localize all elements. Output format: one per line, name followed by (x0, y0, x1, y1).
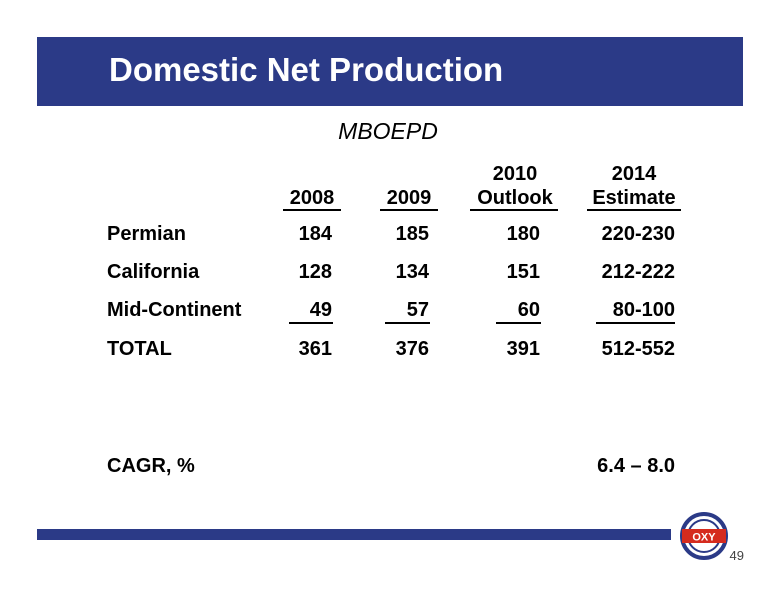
table-cell: 376 (395, 338, 429, 360)
table-cell: 60 (517, 299, 540, 321)
page-title: Domestic Net Production (109, 51, 504, 88)
column-header-underline (380, 209, 438, 211)
column-header-2009: 2009 (386, 187, 432, 209)
table-cell: 391 (506, 338, 540, 360)
table-cell: 361 (298, 338, 332, 360)
column-header-underline (587, 209, 681, 211)
cagr-label: CAGR, % (107, 455, 195, 477)
column-header-2010-year: 2010 (492, 163, 538, 185)
row-label-mid-continent: Mid-Continent (107, 299, 242, 321)
title-banner: Domestic Net Production (37, 37, 743, 106)
table-cell: 185 (395, 223, 429, 245)
subtotal-underline (289, 322, 333, 324)
row-label-california: California (107, 261, 200, 283)
column-header-2008: 2008 (289, 187, 335, 209)
table-cell: 512-552 (601, 338, 675, 360)
logo-text: OXY (692, 532, 716, 544)
table-cell: 134 (395, 261, 429, 283)
table-cell: 151 (506, 261, 540, 283)
column-header-2014-year: 2014 (611, 163, 657, 185)
table-cell: 220-230 (601, 223, 675, 245)
column-header-2014-estimate: Estimate (592, 187, 676, 209)
unit-label: MBOEPD (338, 118, 438, 144)
subtotal-underline (496, 322, 541, 324)
table-cell: 184 (298, 223, 332, 245)
oxy-logo: OXY (680, 512, 728, 560)
table-cell: 212-222 (601, 261, 675, 283)
footer-bar (37, 529, 671, 540)
table-cell: 80-100 (612, 299, 675, 321)
table-cell: 180 (506, 223, 540, 245)
cagr-value: 6.4 – 8.0 (597, 455, 675, 477)
table-cell: 128 (298, 261, 332, 283)
subtotal-underline (385, 322, 430, 324)
column-header-underline (470, 209, 558, 211)
table-cell: 49 (309, 299, 332, 321)
row-label-permian: Permian (107, 223, 186, 245)
subtotal-underline (596, 322, 675, 324)
page-number: 49 (729, 548, 744, 563)
column-header-2010-outlook: Outlook (477, 187, 553, 209)
column-header-underline (283, 209, 341, 211)
row-label-total: TOTAL (107, 338, 172, 360)
table-cell: 57 (406, 299, 429, 321)
